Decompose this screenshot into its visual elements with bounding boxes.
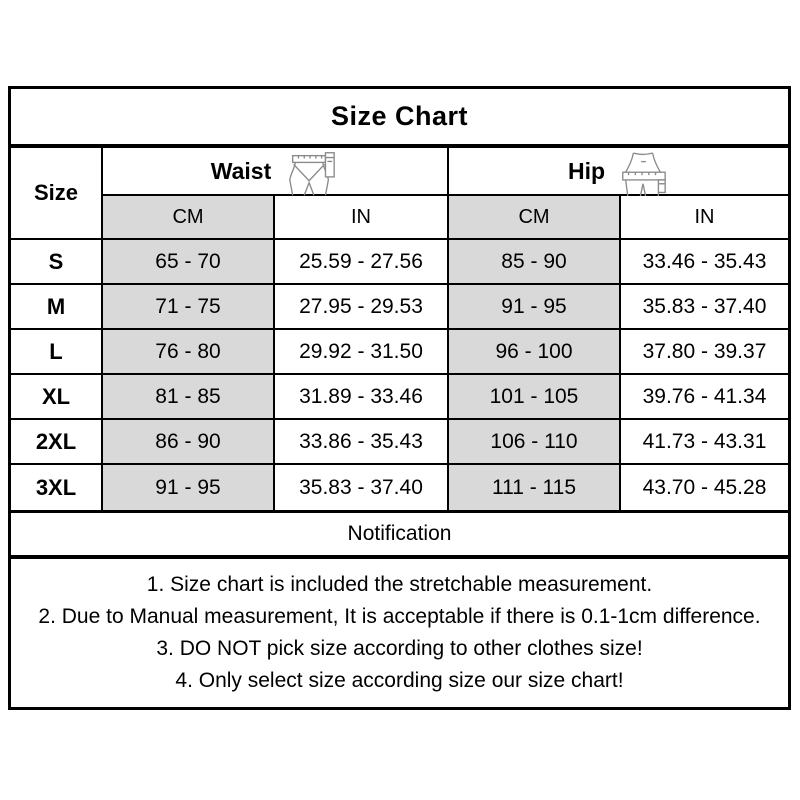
- size-label-s: S: [11, 240, 103, 285]
- size-table-grid: Size Waist Hip: [11, 148, 788, 510]
- waist-in-value: 27.95 - 29.53: [275, 285, 449, 330]
- hip-in-value: 41.73 - 43.31: [621, 420, 788, 465]
- notification-header: Notification: [11, 510, 788, 559]
- note-line-4: 4. Only select size according size our s…: [175, 669, 624, 692]
- column-header-waist: Waist: [103, 148, 449, 196]
- note-line-2: 2. Due to Manual measurement, It is acce…: [38, 605, 761, 628]
- subheader-hip-cm: CM: [449, 196, 621, 240]
- waist-cm-value: 91 - 95: [103, 465, 275, 510]
- page-title: Size Chart: [11, 89, 788, 148]
- waist-in-value: 29.92 - 31.50: [275, 330, 449, 375]
- waist-cm-value: 71 - 75: [103, 285, 275, 330]
- waist-in-value: 33.86 - 35.43: [275, 420, 449, 465]
- waist-cm-value: 86 - 90: [103, 420, 275, 465]
- hip-in-value: 39.76 - 41.34: [621, 375, 788, 420]
- hip-cm-value: 106 - 110: [449, 420, 621, 465]
- column-header-size: Size: [11, 148, 103, 240]
- hip-in-value: 35.83 - 37.40: [621, 285, 788, 330]
- waist-label: Waist: [210, 157, 272, 184]
- hip-cm-value: 96 - 100: [449, 330, 621, 375]
- hip-label: Hip: [567, 157, 606, 184]
- size-label-2xl: 2XL: [11, 420, 103, 465]
- hip-in-value: 33.46 - 35.43: [621, 240, 788, 285]
- hip-cm-value: 85 - 90: [449, 240, 621, 285]
- column-header-hip: Hip: [449, 148, 788, 203]
- subheader-hip-in: IN: [621, 196, 788, 240]
- waist-cm-value: 81 - 85: [103, 375, 275, 420]
- hip-measure-icon: [622, 152, 666, 203]
- waist-cm-value: 65 - 70: [103, 240, 275, 285]
- hip-cm-value: 111 - 115: [449, 465, 621, 510]
- subheader-waist-cm: CM: [103, 196, 275, 240]
- hip-in-value: 43.70 - 45.28: [621, 465, 788, 510]
- note-line-3: 3. DO NOT pick size according to other c…: [156, 637, 643, 660]
- size-label-m: M: [11, 285, 103, 330]
- waist-in-value: 25.59 - 27.56: [275, 240, 449, 285]
- notes-section: 1. Size chart is included the stretchabl…: [11, 559, 788, 707]
- size-label-3xl: 3XL: [11, 465, 103, 510]
- waist-measure-icon: [289, 152, 336, 196]
- note-line-1: 1. Size chart is included the stretchabl…: [146, 573, 653, 596]
- waist-cm-value: 76 - 80: [103, 330, 275, 375]
- size-label-l: L: [11, 330, 103, 375]
- subheader-waist-in: IN: [275, 196, 449, 240]
- size-label-xl: XL: [11, 375, 103, 420]
- hip-in-value: 37.80 - 39.37: [621, 330, 788, 375]
- hip-cm-value: 91 - 95: [449, 285, 621, 330]
- waist-in-value: 31.89 - 33.46: [275, 375, 449, 420]
- hip-cm-value: 101 - 105: [449, 375, 621, 420]
- waist-in-value: 35.83 - 37.40: [275, 465, 449, 510]
- size-chart-table: Size Chart Size Waist Hip: [8, 86, 791, 710]
